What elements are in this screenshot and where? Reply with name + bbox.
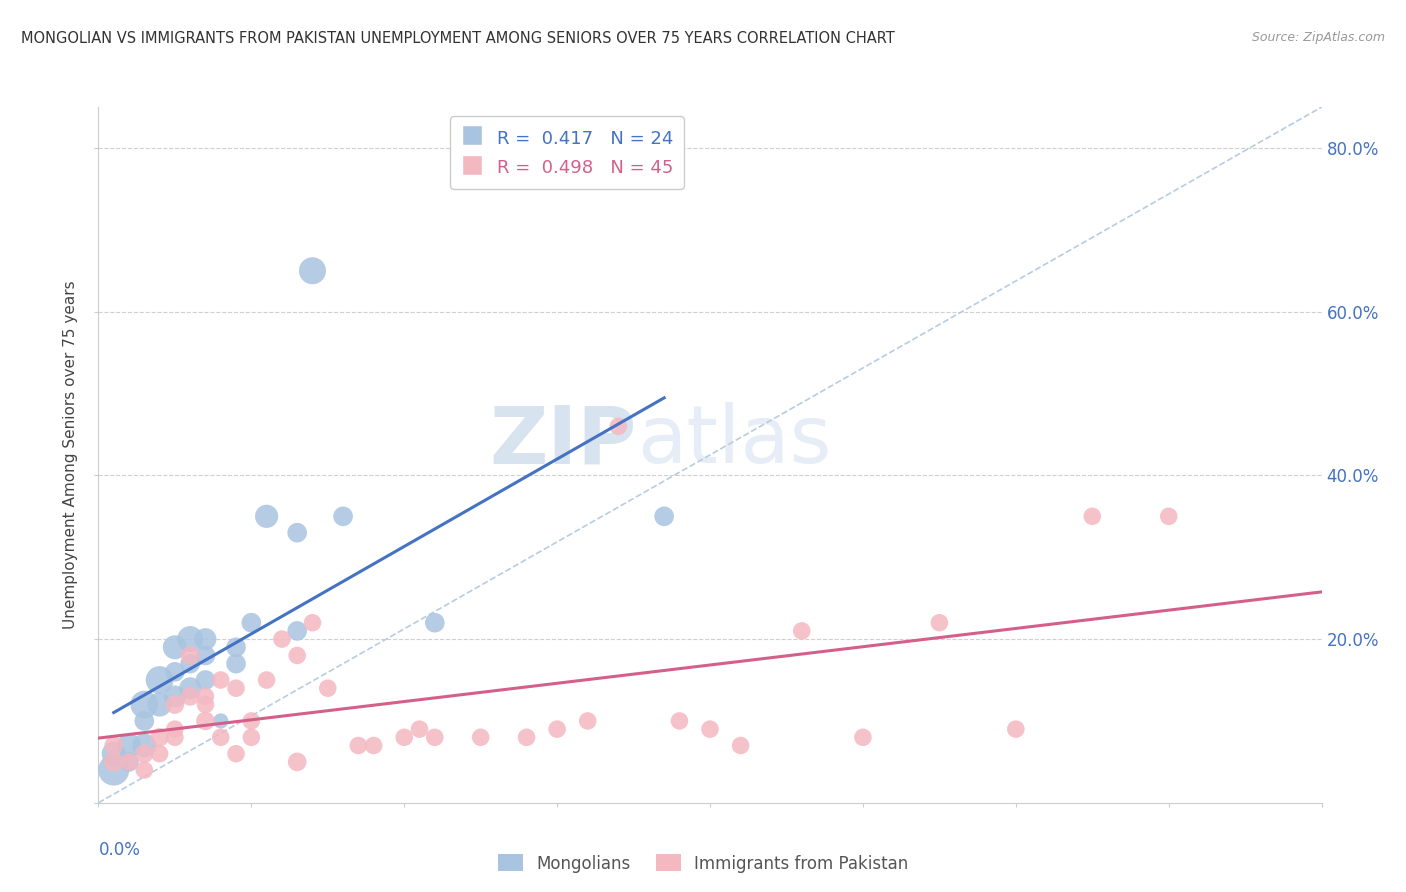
Legend: R =  0.417   N = 24, R =  0.498   N = 45: R = 0.417 N = 24, R = 0.498 N = 45: [450, 116, 685, 189]
Point: [225, 747, 247, 761]
Point: [179, 690, 201, 704]
Point: [134, 714, 156, 728]
Point: [730, 739, 752, 753]
Y-axis label: Unemployment Among Seniors over 75 years: Unemployment Among Seniors over 75 years: [63, 281, 79, 629]
Point: [256, 673, 278, 687]
Point: [209, 714, 232, 728]
Text: MONGOLIAN VS IMMIGRANTS FROM PAKISTAN UNEMPLOYMENT AMONG SENIORS OVER 75 YEARS C: MONGOLIAN VS IMMIGRANTS FROM PAKISTAN UN…: [21, 31, 894, 46]
Point: [240, 714, 263, 728]
Point: [134, 698, 156, 712]
Point: [392, 731, 416, 745]
Point: [225, 640, 247, 655]
Point: [928, 615, 950, 630]
Point: [209, 673, 232, 687]
Point: [149, 673, 172, 687]
Point: [301, 264, 323, 278]
Point: [194, 698, 217, 712]
Text: atlas: atlas: [637, 402, 831, 480]
Point: [163, 640, 186, 655]
Point: [134, 747, 156, 761]
Point: [118, 739, 141, 753]
Point: [576, 714, 599, 728]
Point: [470, 731, 492, 745]
Point: [240, 615, 263, 630]
Point: [423, 731, 446, 745]
Point: [408, 722, 430, 736]
Point: [118, 755, 141, 769]
Point: [270, 632, 294, 646]
Point: [652, 509, 675, 524]
Point: [194, 714, 217, 728]
Point: [1157, 509, 1180, 524]
Point: [316, 681, 339, 696]
Point: [163, 731, 186, 745]
Point: [546, 722, 568, 736]
Point: [103, 739, 125, 753]
Point: [194, 648, 217, 663]
Point: [179, 648, 201, 663]
Point: [194, 632, 217, 646]
Text: 0.0%: 0.0%: [98, 841, 141, 859]
Point: [118, 755, 141, 769]
Point: [209, 731, 232, 745]
Point: [103, 755, 125, 769]
Point: [163, 698, 186, 712]
Point: [790, 624, 813, 638]
Point: [103, 763, 125, 777]
Point: [149, 747, 172, 761]
Point: [149, 698, 172, 712]
Point: [134, 763, 156, 777]
Point: [668, 714, 690, 728]
Point: [163, 690, 186, 704]
Point: [240, 731, 263, 745]
Point: [179, 657, 201, 671]
Text: ZIP: ZIP: [489, 402, 637, 480]
Point: [285, 525, 308, 540]
Point: [163, 665, 186, 679]
Point: [285, 624, 308, 638]
Legend: Mongolians, Immigrants from Pakistan: Mongolians, Immigrants from Pakistan: [491, 847, 915, 880]
Point: [256, 509, 278, 524]
Point: [852, 731, 875, 745]
Point: [225, 681, 247, 696]
Point: [225, 657, 247, 671]
Point: [1081, 509, 1104, 524]
Point: [194, 690, 217, 704]
Point: [134, 739, 156, 753]
Point: [332, 509, 354, 524]
Point: [285, 755, 308, 769]
Point: [301, 615, 323, 630]
Point: [1004, 722, 1026, 736]
Point: [149, 731, 172, 745]
Text: Source: ZipAtlas.com: Source: ZipAtlas.com: [1251, 31, 1385, 45]
Point: [179, 632, 201, 646]
Point: [347, 739, 370, 753]
Point: [103, 747, 125, 761]
Point: [699, 722, 721, 736]
Point: [285, 648, 308, 663]
Point: [423, 615, 446, 630]
Point: [179, 681, 201, 696]
Point: [194, 673, 217, 687]
Point: [607, 419, 630, 434]
Point: [363, 739, 385, 753]
Point: [516, 731, 538, 745]
Point: [163, 722, 186, 736]
